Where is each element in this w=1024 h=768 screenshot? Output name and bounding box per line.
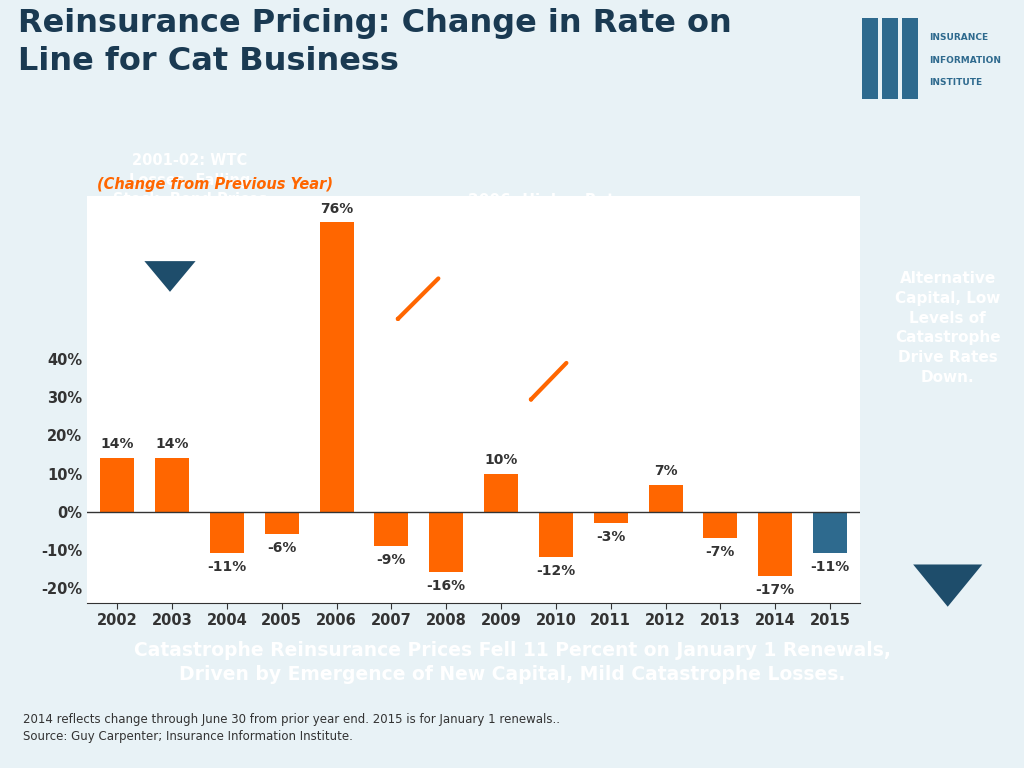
Text: Alternative
Capital, Low
Levels of
Catastrophe
Drive Rates
Down.: Alternative Capital, Low Levels of Catas… <box>895 271 1000 385</box>
Bar <box>648 485 683 511</box>
Bar <box>594 511 628 523</box>
Text: (Change from Previous Year): (Change from Previous Year) <box>97 177 333 192</box>
FancyBboxPatch shape <box>882 18 898 99</box>
Bar <box>210 511 244 554</box>
Text: 14%: 14% <box>100 438 134 452</box>
Text: Japan, NZ Quakes,
US Tornadoes.: Japan, NZ Quakes, US Tornadoes. <box>569 301 726 336</box>
Text: -3%: -3% <box>596 530 626 544</box>
Bar <box>100 458 134 511</box>
Text: 2001-02: WTC
Losses, Falling
Stock, Bond Prices
Dry Up Capital.: 2001-02: WTC Losses, Falling Stock, Bond… <box>113 153 267 227</box>
Bar <box>429 511 463 572</box>
Text: 7%: 7% <box>653 464 677 478</box>
Text: 76%: 76% <box>319 202 353 216</box>
Text: -17%: -17% <box>756 583 795 597</box>
Text: -16%: -16% <box>427 579 466 594</box>
Text: Driven by Emergence of New Capital, Mild Catastrophe Losses.: Driven by Emergence of New Capital, Mild… <box>179 665 845 684</box>
Text: INSURANCE: INSURANCE <box>930 33 988 42</box>
Text: 2014 reflects change through June 30 from prior year end. 2015 is for January 1 : 2014 reflects change through June 30 fro… <box>23 713 559 726</box>
FancyBboxPatch shape <box>902 18 919 99</box>
Bar <box>758 511 793 576</box>
Text: 10%: 10% <box>484 452 518 467</box>
Text: -7%: -7% <box>706 545 735 559</box>
Text: Line for Cat Business: Line for Cat Business <box>18 46 399 77</box>
FancyBboxPatch shape <box>862 18 878 99</box>
Bar <box>539 511 572 558</box>
Text: 2006: Higher Rates
After Record
Hurricanes.: 2006: Higher Rates After Record Hurrican… <box>468 194 633 248</box>
Text: -9%: -9% <box>377 553 407 567</box>
Bar <box>813 511 847 554</box>
Bar <box>484 474 518 511</box>
Bar <box>703 511 737 538</box>
Text: -12%: -12% <box>537 564 575 578</box>
Bar <box>155 458 189 511</box>
Bar <box>375 511 409 546</box>
Bar <box>319 223 353 511</box>
Text: Catastrophe Reinsurance Prices Fell 11 Percent on January 1 Renewals,: Catastrophe Reinsurance Prices Fell 11 P… <box>133 641 891 660</box>
Bar <box>264 511 299 535</box>
Text: INFORMATION: INFORMATION <box>930 56 1001 65</box>
Text: -11%: -11% <box>207 561 247 574</box>
Text: -6%: -6% <box>267 541 296 555</box>
Text: Reinsurance Pricing: Change in Rate on: Reinsurance Pricing: Change in Rate on <box>18 8 732 38</box>
Text: INSTITUTE: INSTITUTE <box>930 78 982 88</box>
Text: 14%: 14% <box>156 438 188 452</box>
Text: Source: Guy Carpenter; Insurance Information Institute.: Source: Guy Carpenter; Insurance Informa… <box>23 730 352 743</box>
Text: -11%: -11% <box>810 561 850 574</box>
